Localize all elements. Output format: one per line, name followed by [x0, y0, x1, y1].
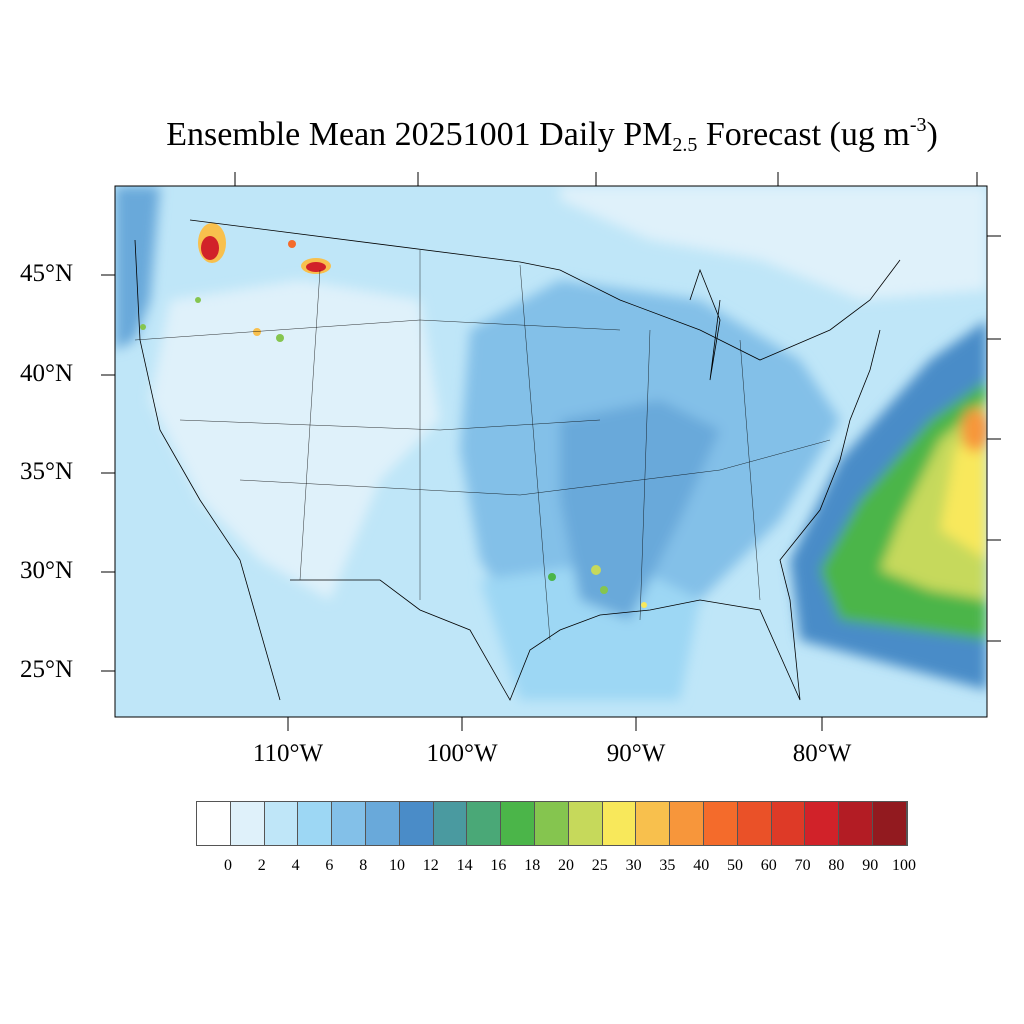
lat-label-45n: 45°N — [20, 260, 74, 287]
canada-low-region — [560, 186, 987, 300]
colorbar-label: 4 — [291, 857, 300, 874]
colorbar-swatch — [501, 802, 535, 845]
lat-label-40n: 40°N — [20, 360, 74, 387]
lat-label-30n: 30°N — [20, 557, 74, 584]
colorbar-swatch — [365, 802, 400, 845]
colorbar-swatch — [872, 802, 907, 845]
colorbar-swatch — [737, 802, 772, 845]
colorbar-swatch — [839, 802, 873, 845]
colorbar-label: 2 — [257, 857, 266, 874]
colorbar-label: 12 — [422, 857, 439, 874]
pacific-coast-region — [115, 186, 160, 350]
colorbar-label: 35 — [659, 857, 676, 874]
tick-marks — [101, 172, 1001, 731]
colorbar-label: 50 — [727, 857, 743, 874]
lon-label-80w: 80°W — [792, 740, 852, 767]
colorbar — [196, 801, 908, 846]
west-low-region — [150, 280, 440, 600]
colorbar-swatch — [771, 802, 806, 845]
colorbar-label: 25 — [591, 857, 608, 874]
colorbar-label: 8 — [359, 857, 368, 874]
gulf-region — [480, 560, 700, 700]
mississippi-valley-region — [560, 400, 720, 620]
colorbar-swatch — [298, 802, 333, 845]
colorbar-label: 40 — [693, 857, 710, 874]
colorbar-label: 0 — [224, 857, 232, 874]
colorbar-swatch — [399, 802, 434, 845]
colorbar-swatch — [568, 802, 603, 845]
colorbar-swatch — [332, 802, 366, 845]
colorbar-label: 10 — [389, 857, 405, 874]
colorbar-swatch — [636, 802, 671, 845]
lon-label-100w: 100°W — [426, 740, 498, 767]
colorbar-label: 30 — [625, 857, 642, 874]
coastline-and-borders — [134, 219, 901, 701]
colorbar-label: 18 — [524, 857, 541, 874]
colorbar-swatch — [197, 802, 231, 845]
lat-label-35n: 35°N — [20, 458, 74, 485]
map-title: Ensemble Mean 20251001 Daily PM2.5 Forec… — [166, 114, 938, 156]
colorbar-swatch — [703, 802, 738, 845]
colorbar-label: 90 — [862, 857, 879, 874]
colorbar-swatch — [534, 802, 569, 845]
colorbar-label: 16 — [490, 857, 507, 874]
lon-label-90w: 90°W — [606, 740, 666, 767]
map-frame — [114, 185, 988, 718]
colorbar-swatch — [230, 802, 265, 845]
lon-label-110w: 110°W — [252, 740, 324, 767]
colorbar-swatch — [670, 802, 704, 845]
atlantic-plume-orange — [961, 408, 987, 452]
colorbar-label: 6 — [325, 857, 334, 874]
colorbar-label: 14 — [456, 857, 473, 874]
colorbar-label: 100 — [892, 857, 916, 874]
colorbar-swatch — [264, 802, 299, 845]
colorbar-label: 80 — [828, 857, 845, 874]
colorbar-label: 70 — [794, 857, 811, 874]
colorbar-label: 60 — [760, 857, 777, 874]
colorbar-swatch — [433, 802, 468, 845]
colorbar-swatch — [467, 802, 502, 845]
wildfire-hotspots — [140, 223, 647, 608]
colorbar-label: 20 — [558, 857, 574, 874]
lat-label-25n: 25°N — [20, 656, 74, 683]
colorbar-swatch — [805, 802, 840, 845]
colorbar-swatch — [602, 802, 637, 845]
state-borders — [134, 250, 831, 641]
